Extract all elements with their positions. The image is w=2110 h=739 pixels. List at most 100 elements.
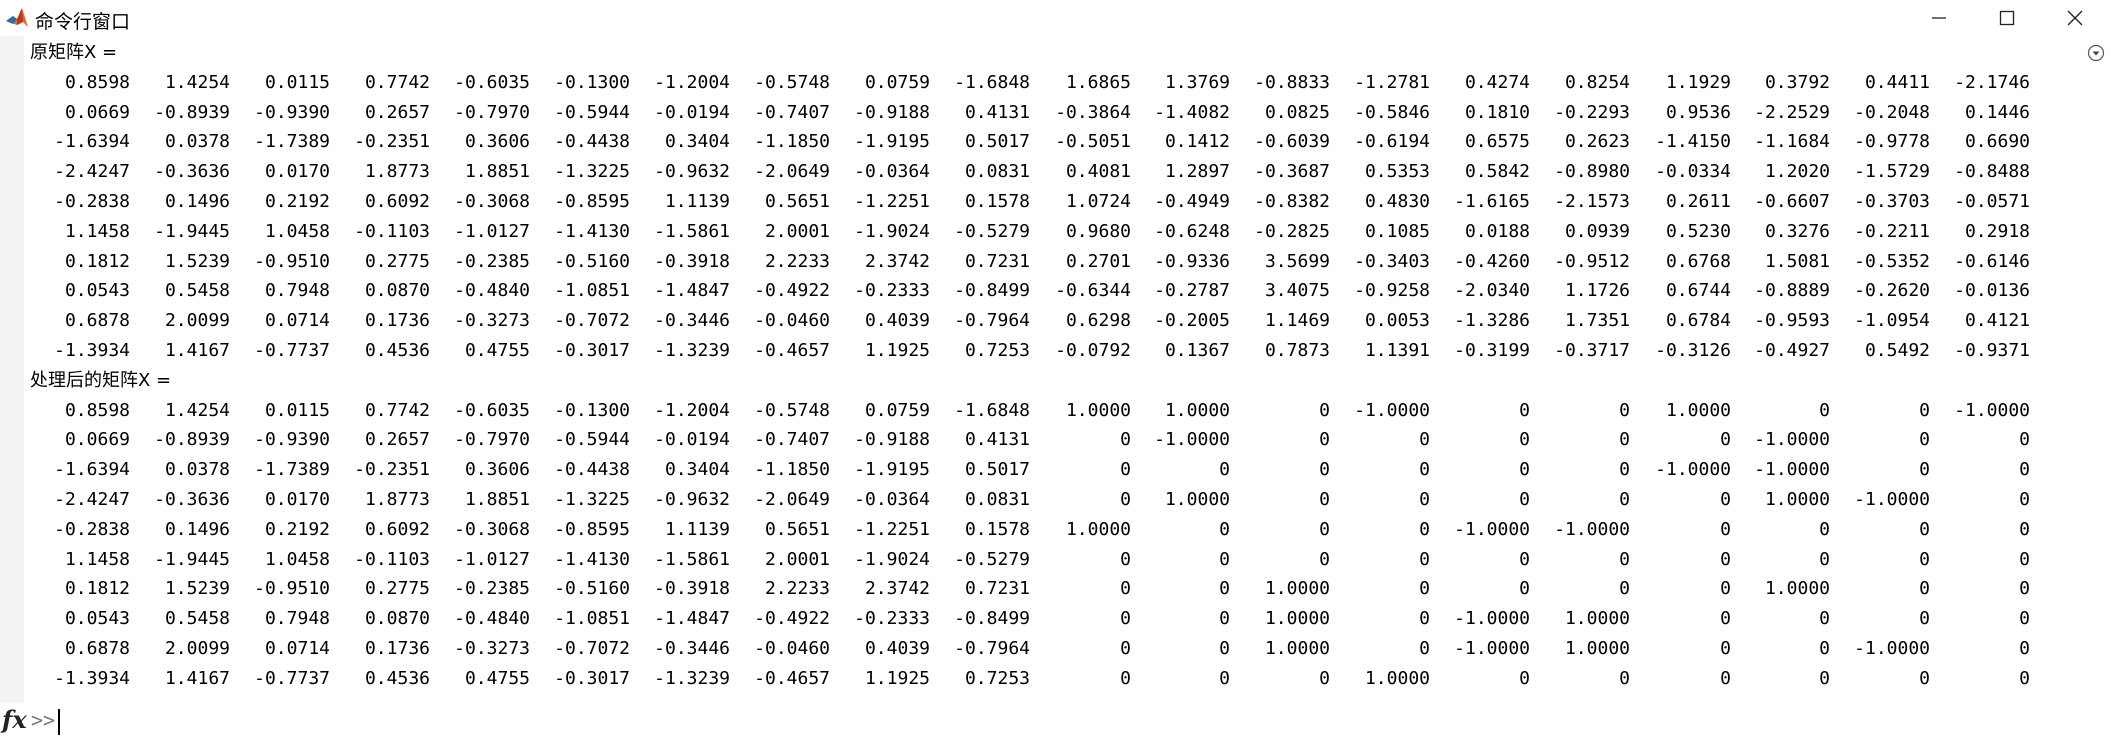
matrix-cell: -1.9195 — [854, 131, 930, 153]
matrix-cell: 0 — [1219, 518, 1230, 540]
matrix-cell: -0.1103 — [354, 548, 430, 570]
matrix-cell: 0.1367 — [1164, 339, 1230, 361]
matrix-cell: 0.1578 — [964, 190, 1030, 212]
matrix-row: -1.3934 1.4167 -0.7737 0.4536 0.4755 -0.3017 -… — [30, 336, 2070, 366]
matrix-cell: -0.5846 — [1354, 101, 1430, 123]
matrix-cell: -1.0000 — [1454, 637, 1530, 659]
matrix-cell: 1.1391 — [1364, 339, 1430, 361]
matrix-cell: -0.8889 — [1754, 280, 1830, 302]
matrix-cell: 0.3606 — [464, 131, 530, 153]
matrix-cell: 1.5081 — [1764, 250, 1830, 272]
matrix-cell: -1.0000 — [1754, 429, 1830, 451]
matrix-cell: -1.0000 — [1354, 399, 1430, 421]
matrix-cell: 0.7253 — [964, 667, 1030, 689]
matrix-cell: 0.6092 — [364, 518, 430, 540]
matrix-cell: 0 — [1519, 578, 1530, 600]
matrix-cell: 1.5239 — [164, 578, 230, 600]
matrix-row: 0.6878 2.0099 0.0714 0.1736 -0.3273 -0.7072 -0… — [30, 634, 2070, 664]
matrix-cell: -0.4260 — [1454, 250, 1530, 272]
matrix-cell: 0.4039 — [864, 310, 930, 332]
matrix-cell: -1.2251 — [854, 518, 930, 540]
matrix-cell: -0.2787 — [1154, 280, 1230, 302]
matrix-cell: 0.5017 — [964, 131, 1030, 153]
matrix-cell: 0.4131 — [964, 429, 1030, 451]
matrix-cell: -0.6039 — [1254, 131, 1330, 153]
matrix-cell: -1.6165 — [1454, 190, 1530, 212]
matrix-cell: 0.0053 — [1364, 310, 1430, 332]
matrix-cell: -0.2838 — [54, 518, 130, 540]
matrix-cell: 0.1496 — [164, 190, 230, 212]
window-title: 命令行窗口 — [35, 11, 131, 33]
matrix-row: -2.4247 -0.3636 0.0170 1.8773 1.8851 -1.3225 -… — [30, 485, 2070, 515]
matrix-cell: -0.4949 — [1154, 190, 1230, 212]
minimize-button[interactable] — [1906, 0, 1972, 36]
matrix-cell: -0.3446 — [654, 637, 730, 659]
matrix-cell: 1.0000 — [1764, 488, 1830, 510]
matrix-cell: 1.0000 — [1764, 578, 1830, 600]
matrix-cell: 0.5492 — [1864, 339, 1930, 361]
options-dropdown-icon[interactable] — [2086, 43, 2106, 63]
matrix-cell: 0.1812 — [64, 250, 130, 272]
matrix-cell: 0 — [1120, 667, 1131, 689]
matrix-cell: 0.0115 — [264, 71, 330, 93]
matrix-cell: 0.4830 — [1364, 190, 1430, 212]
matrix-cell: -0.9632 — [654, 488, 730, 510]
matrix2-label: 处理后的矩阵X = — [30, 366, 2070, 396]
matrix-cell: 0 — [1519, 399, 1530, 421]
matrix-cell: -0.9510 — [254, 250, 330, 272]
matrix-cell: 0 — [1619, 548, 1630, 570]
matrix-cell: -0.0194 — [654, 429, 730, 451]
matrix-cell: -1.4082 — [1154, 101, 1230, 123]
matrix-cell: 1.1458 — [64, 548, 130, 570]
matrix-cell: 1.8851 — [464, 161, 530, 183]
maximize-button[interactable] — [1974, 0, 2040, 36]
matrix-cell: 0 — [1319, 548, 1330, 570]
matrix-cell: -0.3403 — [1354, 250, 1430, 272]
matrix-cell: -0.3703 — [1854, 190, 1930, 212]
command-window-output[interactable]: 原矩阵X = 0.8598 1.4254 0.0115 0.7742 -0.6035 -0… — [30, 38, 2070, 703]
matrix-cell: -0.6146 — [1954, 250, 2030, 272]
matrix-cell: -0.8939 — [154, 101, 230, 123]
matrix-cell: -0.2351 — [354, 131, 430, 153]
fx-icon[interactable]: fx — [2, 705, 27, 734]
matrix-cell: 0.0870 — [364, 280, 430, 302]
matrix-cell: 0.7948 — [264, 608, 330, 630]
matrix-cell: 1.1925 — [864, 667, 930, 689]
matrix-cell: 1.4167 — [164, 667, 230, 689]
matrix-cell: 0 — [1519, 429, 1530, 451]
matrix1-label: 原矩阵X = — [30, 38, 2070, 68]
console-gutter — [0, 36, 24, 703]
matrix-cell: -1.4847 — [654, 608, 730, 630]
command-prompt-bar[interactable]: fx >> — [0, 703, 2110, 739]
matrix-cell: 0.8598 — [64, 71, 130, 93]
matrix-row: -1.6394 0.0378 -1.7389 -0.2351 0.3606 -0.4438… — [30, 455, 2070, 485]
matrix-cell: -0.4438 — [554, 131, 630, 153]
matrix-cell: -0.5279 — [954, 220, 1030, 242]
matrix-cell: 0 — [2019, 578, 2030, 600]
matrix-cell: 0 — [1619, 578, 1630, 600]
matrix-cell: 0 — [1619, 667, 1630, 689]
matrix-cell: -1.3286 — [1454, 310, 1530, 332]
matrix-cell: -0.3017 — [554, 667, 630, 689]
matrix-cell: -1.9195 — [854, 459, 930, 481]
matrix-cell: -0.5160 — [554, 578, 630, 600]
matrix-cell: 0 — [1720, 518, 1731, 540]
matrix-cell: 0 — [2019, 548, 2030, 570]
matrix-cell: 0 — [1419, 578, 1430, 600]
matrix-cell: 0.5230 — [1665, 220, 1731, 242]
matrix-cell: -0.4438 — [554, 459, 630, 481]
matrix-cell: 0.3404 — [664, 459, 730, 481]
matrix-row: -2.4247 -0.3636 0.0170 1.8773 1.8851 -1.3225 -… — [30, 157, 2070, 187]
matrix-cell: -0.9188 — [854, 101, 930, 123]
matrix-cell: -0.8595 — [554, 190, 630, 212]
matrix-cell: 1.6865 — [1065, 71, 1131, 93]
matrix-cell: 1.2897 — [1164, 161, 1230, 183]
matrix-cell: 1.0000 — [1564, 608, 1630, 630]
matrix-row: 0.1812 1.5239 -0.9510 0.2775 -0.2385 -0.5160 -… — [30, 247, 2070, 277]
close-button[interactable] — [2042, 0, 2108, 36]
matrix-cell: -2.0649 — [754, 161, 830, 183]
matrix-cell: 0 — [1519, 488, 1530, 510]
matrix-cell: -1.9445 — [154, 220, 230, 242]
matrix-cell: 0.4536 — [364, 339, 430, 361]
matrix-cell: 1.0000 — [1564, 637, 1630, 659]
